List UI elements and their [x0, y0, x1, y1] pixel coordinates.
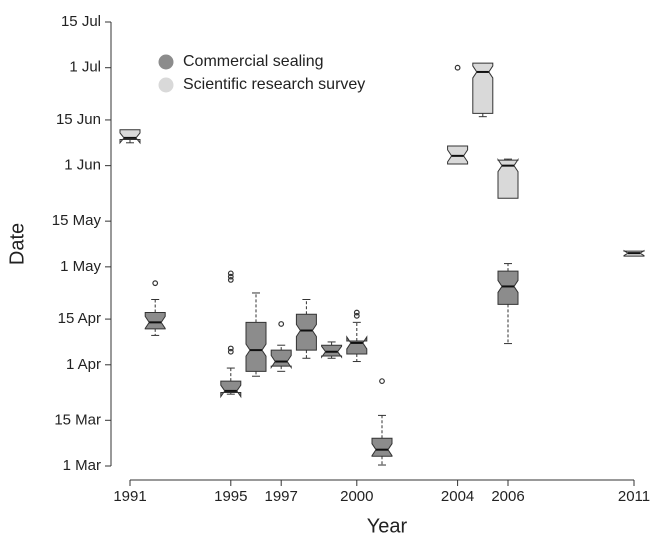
x-tick-label: 2000	[340, 488, 373, 505]
box	[371, 437, 393, 457]
box	[245, 321, 267, 372]
box	[220, 380, 242, 399]
y-tick-label: 15 Jun	[56, 111, 101, 128]
outlier	[227, 345, 234, 352]
y-tick-label: 1 May	[60, 258, 101, 275]
legend-label: Scientific research survey	[183, 76, 365, 93]
y-tick-label: 15 May	[52, 212, 102, 229]
legend-label: Commercial sealing	[183, 53, 324, 70]
x-tick-label: 2011	[618, 488, 650, 505]
y-axis-label: Date	[6, 223, 28, 265]
outlier	[454, 64, 461, 71]
outlier	[353, 312, 360, 319]
box	[295, 313, 317, 351]
outlier	[278, 321, 285, 327]
outlier	[353, 309, 360, 316]
x-tick-label: 1997	[265, 488, 298, 505]
outlier	[227, 348, 234, 355]
box	[346, 335, 368, 355]
y-tick-label: 15 Jul	[61, 13, 101, 30]
outlier	[227, 277, 234, 283]
box	[144, 312, 166, 330]
outlier	[152, 280, 159, 287]
y-tick-label: 1 Jun	[64, 157, 101, 174]
x-tick-label: 1995	[214, 488, 247, 505]
y-tick-label: 15 Mar	[54, 411, 101, 428]
box	[119, 129, 141, 145]
y-tick-label: 15 Apr	[58, 310, 101, 327]
box	[472, 62, 494, 114]
legend-marker	[158, 77, 174, 93]
box	[497, 157, 519, 199]
y-tick-label: 1 Mar	[63, 457, 101, 474]
x-tick-label: 1991	[113, 488, 146, 505]
outlier	[227, 270, 234, 277]
x-tick-label: 2006	[491, 488, 524, 505]
legend-marker	[158, 54, 174, 70]
outlier	[227, 273, 234, 280]
y-tick-label: 1 Apr	[66, 356, 101, 373]
x-tick-label: 2004	[441, 488, 474, 505]
box	[497, 270, 519, 305]
x-axis-label: Year	[367, 515, 408, 537]
y-tick-label: 1 Jul	[69, 59, 101, 76]
box	[270, 349, 292, 370]
outlier	[379, 378, 385, 385]
